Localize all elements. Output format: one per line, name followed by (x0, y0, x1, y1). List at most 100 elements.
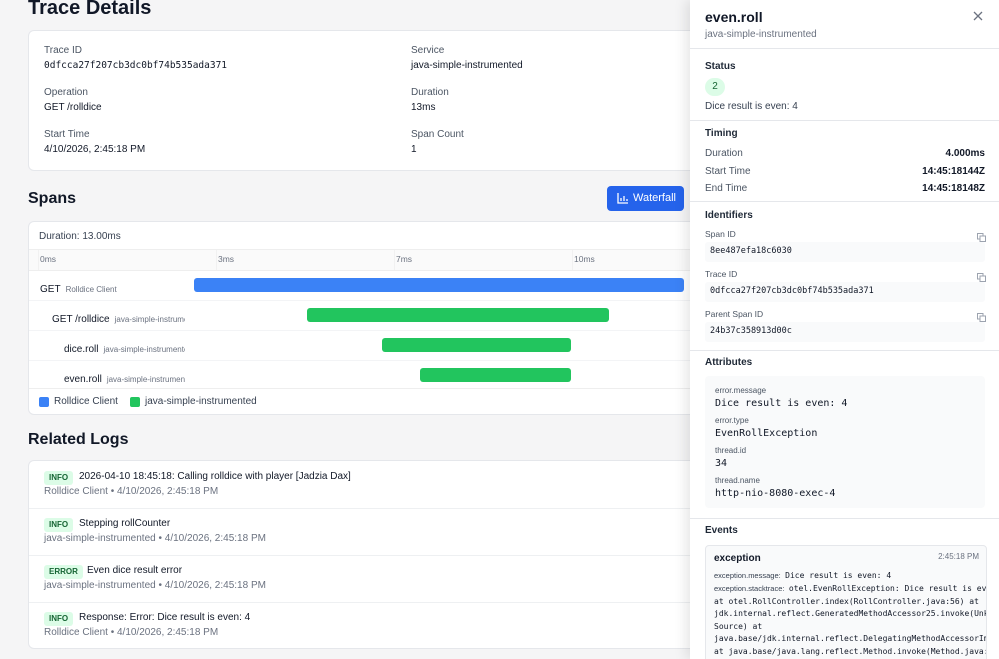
page-title: Trace Details (28, 0, 152, 19)
attribute-key: error.type (715, 416, 749, 425)
span-service: java-simple-instrumented (103, 345, 185, 354)
panel-subtitle: java-simple-instrumented (705, 29, 817, 40)
waterfall-button[interactable]: Waterfall (607, 186, 684, 211)
timing-value: 4.000ms (945, 148, 985, 159)
identifier-box: 24b37c358913d00c (705, 322, 985, 342)
row-divider (29, 300, 727, 301)
legend-divider (29, 388, 727, 389)
legend-swatch (130, 397, 140, 407)
log-level: INFO (44, 518, 74, 532)
tick-label: 7ms (396, 254, 413, 264)
span-label: GET /rolldice java-simple-instrumented (52, 309, 185, 327)
tick-line (394, 250, 395, 270)
identifier-label: Span ID (705, 229, 736, 239)
field-label: Service (411, 45, 445, 56)
section-divider (690, 120, 999, 121)
timing-title: Timing (705, 128, 738, 139)
span-service: java-simple-instrumented (114, 315, 185, 324)
log-divider (29, 555, 727, 556)
span-name: GET (40, 284, 61, 295)
log-meta: Rolldice Client • 4/10/2026, 2:45:18 PM (44, 627, 219, 638)
event-attribute-key: exception.stacktrace: (714, 584, 785, 593)
span-name: GET /rolldice (52, 314, 110, 325)
span-name: dice.roll (64, 344, 99, 355)
identifier-value: 0dfcca27f207cb3dc0bf74b535ada371 (710, 286, 874, 296)
tick-line (38, 250, 39, 270)
span-name: even.roll (64, 374, 102, 385)
tick-line (572, 250, 573, 270)
section-divider (690, 48, 999, 49)
row-divider (29, 360, 727, 361)
attribute-value: http-nio-8080-exec-4 (715, 488, 836, 499)
event-attribute-key: exception.message: (714, 571, 781, 580)
span-bar (420, 368, 571, 382)
identifier-value: 24b37c358913d00c (710, 326, 792, 336)
attribute-key: thread.name (715, 476, 760, 485)
span-service: java-simple-instrumented (106, 375, 185, 384)
copy-button[interactable] (977, 269, 986, 282)
timing-label: End Time (705, 183, 748, 194)
field-label: Span Count (411, 129, 464, 140)
span-label: dice.roll java-simple-instrumented (64, 339, 185, 357)
event-attribute: exception.stacktrace: otel.EvenRollExcep… (714, 582, 987, 657)
log-divider (29, 508, 727, 509)
legend-label: Rolldice Client (54, 396, 118, 407)
field-label: Trace ID (44, 45, 82, 56)
field-label: Operation (44, 87, 88, 98)
log-divider (29, 602, 727, 603)
copy-icon (977, 233, 986, 242)
logs-card: INFO 2026-04-10 18:45:18: Calling rolldic… (28, 460, 728, 649)
log-message: 2026-04-10 18:45:18: Calling rolldice wi… (79, 471, 351, 482)
spans-duration: Duration: 13.00ms (39, 231, 121, 242)
tick-label: 0ms (40, 254, 57, 264)
log-level: ERROR (44, 565, 83, 579)
event-box: exception 2:45:18 PM exception.message: Di… (705, 545, 987, 659)
legend-swatch (39, 397, 49, 407)
event-attribute-value: otel.EvenRollException: Dice result is e… (714, 584, 987, 656)
span-label: GET Rolldice Client (40, 279, 185, 297)
attributes-title: Attributes (705, 357, 753, 368)
span-panel: even.roll java-simple-instrumented Statu… (690, 0, 999, 659)
log-message: Even dice result error (87, 565, 183, 576)
section-divider (690, 350, 999, 351)
log-message: Stepping rollCounter (79, 518, 171, 529)
status-message: Dice result is even: 4 (705, 101, 798, 112)
span-label: even.roll java-simple-instrumented (64, 369, 185, 387)
copy-button[interactable] (977, 309, 986, 322)
copy-button[interactable] (977, 229, 986, 242)
tick-line (216, 250, 217, 270)
field-value: 13ms (411, 102, 436, 113)
span-bar (307, 308, 609, 322)
timing-value: 14:45:18144Z (922, 165, 985, 177)
identifier-label: Trace ID (705, 269, 738, 279)
chart-icon (617, 193, 628, 204)
events-title: Events (705, 525, 738, 536)
field-value: 0dfcca27f207cb3dc0bf74b535ada371 (44, 60, 228, 71)
close-button[interactable] (973, 11, 983, 21)
log-level: INFO (44, 471, 74, 485)
panel-title: even.roll (705, 9, 763, 25)
attributes-box: error.message Dice result is even: 4 error… (705, 376, 985, 508)
tick-label: 10ms (574, 254, 595, 264)
status-title: Status (705, 61, 736, 72)
attribute-key: thread.id (715, 446, 747, 455)
timeline-header: 0ms 3ms 7ms 10ms (29, 249, 727, 271)
waterfall-label: Waterfall (633, 192, 676, 204)
trace-card: Trace ID 0dfcca27f207cb3dc0bf74b535ada371… (28, 30, 728, 171)
tick-label: 3ms (218, 254, 235, 264)
field-value: 4/10/2026, 2:45:18 PM (44, 144, 146, 155)
row-divider (29, 330, 727, 331)
identifier-box: 0dfcca27f207cb3dc0bf74b535ada371 (705, 282, 985, 302)
legend-label: java-simple-instrumented (145, 396, 257, 407)
identifier-label: Parent Span ID (705, 309, 764, 319)
status-badge: 2 (705, 78, 725, 96)
span-bar (382, 338, 571, 352)
timing-label: Duration (705, 148, 743, 159)
field-label: Duration (411, 87, 449, 98)
attribute-key: error.message (715, 386, 767, 395)
log-level: INFO (44, 612, 74, 626)
identifier-value: 8ee487efa18c6030 (710, 246, 792, 256)
field-value: GET /rolldice (44, 102, 102, 113)
copy-icon (977, 273, 986, 282)
